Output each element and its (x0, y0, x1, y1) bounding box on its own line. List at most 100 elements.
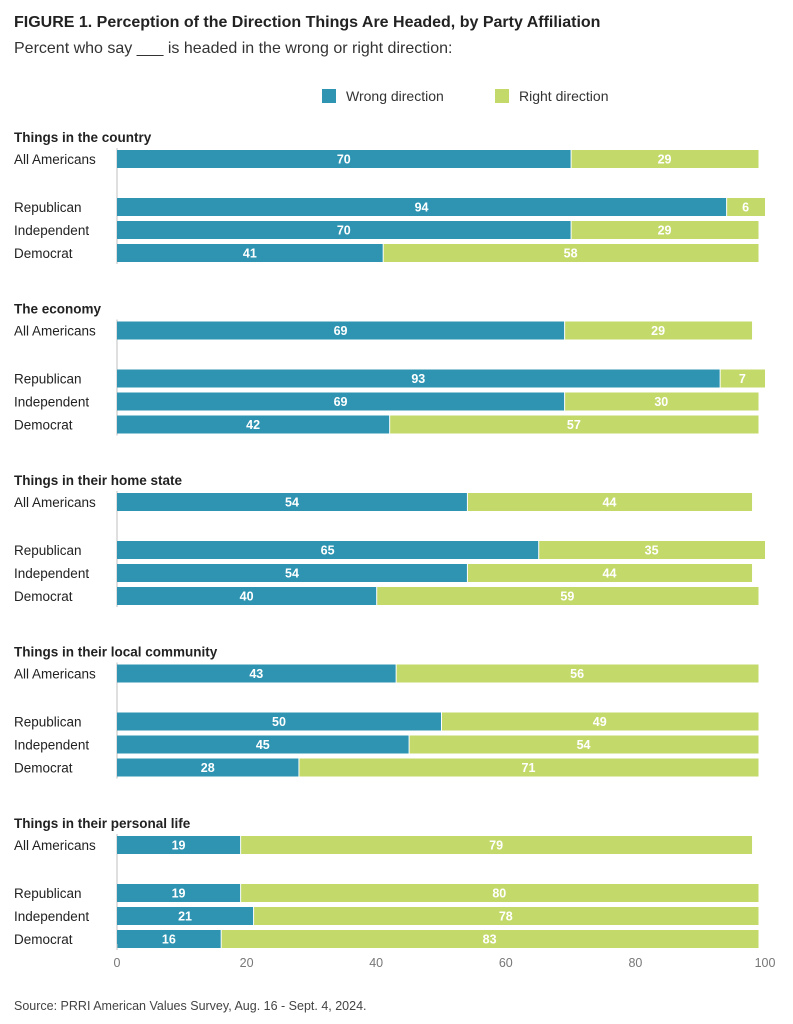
value-label-wrong: 43 (249, 667, 263, 681)
bar-right-direction (299, 758, 759, 777)
value-label-wrong: 41 (243, 247, 257, 261)
bar-wrong-direction (117, 198, 727, 216)
chart-title: FIGURE 1. Perception of the Direction Th… (14, 14, 600, 31)
bar-wrong-direction (117, 664, 396, 683)
value-label-right: 44 (603, 567, 617, 581)
value-label-wrong: 70 (337, 224, 351, 238)
bar-wrong-direction (117, 369, 720, 388)
group-title: Things in their personal life (14, 816, 191, 831)
x-tick-label: 0 (114, 956, 121, 970)
legend-label-wrong: Wrong direction (346, 88, 444, 104)
bar-wrong-direction (117, 587, 377, 605)
value-label-wrong: 70 (337, 153, 351, 167)
bar-right-direction (467, 493, 753, 511)
chart-subtitle: Percent who say ___ is headed in the wro… (14, 40, 452, 57)
group-title: Things in their home state (14, 473, 183, 488)
value-label-right: 59 (560, 590, 574, 604)
row-label: All Americans (14, 152, 96, 167)
value-label-wrong: 69 (334, 395, 348, 409)
bar-right-direction (377, 587, 759, 605)
bar-wrong-direction (117, 221, 571, 239)
value-label-wrong: 42 (246, 418, 260, 432)
value-label-right: 29 (658, 153, 672, 167)
value-label-right: 58 (564, 247, 578, 261)
value-label-wrong: 21 (178, 910, 192, 924)
bar-wrong-direction (117, 930, 221, 948)
x-tick-label: 60 (499, 956, 513, 970)
bar-right-direction (571, 150, 759, 168)
value-label-right: 49 (593, 715, 607, 729)
bar-right-direction (720, 369, 765, 388)
x-tick-label: 80 (628, 956, 642, 970)
bar-right-direction (442, 712, 759, 731)
value-label-right: 71 (522, 761, 536, 775)
bar-wrong-direction (117, 541, 539, 559)
row-label: Republican (14, 886, 82, 901)
row-label: Republican (14, 543, 82, 558)
value-label-right: 29 (651, 324, 665, 338)
legend-label-right: Right direction (519, 88, 609, 104)
row-label: Republican (14, 372, 82, 387)
value-label-right: 6 (742, 201, 749, 215)
x-tick-label: 20 (240, 956, 254, 970)
x-tick-label: 40 (369, 956, 383, 970)
plot-area: Things in the country All Americans 70 29 Re… (14, 130, 765, 950)
value-label-wrong: 93 (411, 372, 425, 386)
row-label: Independent (14, 738, 89, 753)
bar-wrong-direction (117, 712, 441, 731)
bar-wrong-direction (117, 415, 390, 434)
value-label-wrong: 19 (172, 887, 186, 901)
row-label: All Americans (14, 667, 96, 682)
value-label-right: 29 (658, 224, 672, 238)
group-title: Things in their local community (14, 645, 218, 660)
bar-right-direction (467, 564, 753, 582)
value-label-right: 35 (645, 544, 659, 558)
bar-wrong-direction (117, 392, 565, 411)
group-title: Things in the country (14, 130, 152, 145)
bar-wrong-direction (117, 884, 241, 902)
row-label: Democrat (14, 418, 73, 433)
legend: Wrong direction Right direction (322, 88, 609, 104)
bar-right-direction (571, 221, 759, 239)
row-label: Independent (14, 223, 89, 238)
value-label-wrong: 94 (415, 201, 429, 215)
bar-right-direction (565, 392, 759, 411)
row-label: Democrat (14, 761, 73, 776)
row-label: Republican (14, 200, 82, 215)
value-label-wrong: 19 (172, 839, 186, 853)
value-label-right: 56 (570, 667, 584, 681)
value-label-right: 44 (603, 496, 617, 510)
value-label-wrong: 28 (201, 761, 215, 775)
value-label-wrong: 65 (321, 544, 335, 558)
bar-right-direction (221, 930, 759, 948)
value-label-wrong: 50 (272, 715, 286, 729)
row-label: Independent (14, 566, 89, 581)
bar-right-direction (396, 664, 759, 683)
bar-right-direction (383, 244, 759, 262)
row-label: Independent (14, 909, 89, 924)
bar-right-direction (539, 541, 765, 559)
value-label-right: 7 (739, 372, 746, 386)
value-label-wrong: 54 (285, 567, 299, 581)
row-label: All Americans (14, 324, 96, 339)
value-label-right: 80 (492, 887, 506, 901)
x-tick-label: 100 (755, 956, 776, 970)
value-label-right: 57 (567, 418, 581, 432)
bar-wrong-direction (117, 493, 467, 511)
group-title: The economy (14, 302, 102, 317)
value-label-right: 83 (483, 933, 497, 947)
bar-wrong-direction (117, 564, 467, 582)
source-note: Source: PRRI American Values Survey, Aug… (14, 999, 367, 1013)
value-label-wrong: 40 (240, 590, 254, 604)
bar-right-direction (241, 884, 759, 902)
value-label-wrong: 54 (285, 496, 299, 510)
legend-swatch-wrong (322, 89, 336, 103)
value-label-right: 54 (577, 738, 591, 752)
bar-wrong-direction (117, 150, 571, 168)
bar-right-direction (565, 321, 753, 340)
value-label-right: 78 (499, 910, 513, 924)
row-label: Democrat (14, 246, 73, 261)
bar-right-direction (727, 198, 765, 216)
bar-right-direction (390, 415, 759, 434)
